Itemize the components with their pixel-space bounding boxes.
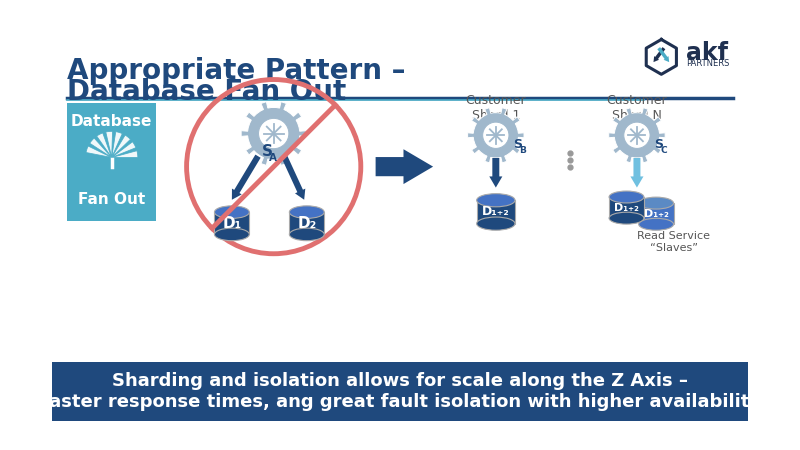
Ellipse shape (214, 206, 250, 218)
Text: Database: Database (71, 113, 152, 129)
Text: Appropriate Pattern –: Appropriate Pattern – (67, 57, 406, 85)
Circle shape (258, 118, 289, 148)
Polygon shape (638, 203, 674, 224)
Text: Read Service
“Slaves”: Read Service “Slaves” (637, 231, 710, 253)
Polygon shape (241, 102, 306, 165)
Polygon shape (468, 108, 524, 163)
Polygon shape (658, 47, 669, 62)
Polygon shape (477, 200, 515, 224)
Wedge shape (112, 135, 130, 158)
Text: D₂: D₂ (297, 216, 317, 231)
FancyBboxPatch shape (51, 362, 749, 421)
Polygon shape (654, 47, 666, 62)
Ellipse shape (290, 228, 324, 241)
Wedge shape (86, 146, 112, 158)
Ellipse shape (477, 194, 515, 207)
Text: Customer
Shard 1: Customer Shard 1 (466, 94, 526, 122)
Text: S: S (262, 144, 273, 159)
Polygon shape (376, 149, 433, 184)
Ellipse shape (638, 197, 674, 209)
Polygon shape (609, 197, 644, 218)
Text: S: S (514, 138, 522, 151)
Ellipse shape (214, 228, 250, 241)
Ellipse shape (290, 206, 324, 218)
Text: akf: akf (686, 41, 728, 65)
Circle shape (624, 122, 650, 148)
Polygon shape (232, 155, 261, 200)
Ellipse shape (638, 218, 674, 230)
FancyBboxPatch shape (67, 103, 156, 220)
Text: Customer
Shard N: Customer Shard N (606, 94, 667, 122)
Text: B: B (519, 146, 526, 155)
Text: D₁: D₁ (222, 216, 242, 231)
Text: A: A (270, 153, 278, 162)
Text: S: S (654, 138, 663, 151)
Wedge shape (90, 138, 112, 158)
Circle shape (482, 122, 509, 148)
Polygon shape (282, 155, 306, 200)
Text: Sharding and isolation allows for scale along the Z Axis –
Faster response times: Sharding and isolation allows for scale … (38, 372, 762, 411)
Text: Fan Out: Fan Out (78, 192, 146, 207)
Wedge shape (112, 151, 138, 157)
Text: PARTNERS: PARTNERS (686, 59, 730, 68)
Text: D₁₊₂: D₁₊₂ (482, 206, 510, 218)
Text: D₁₊₂: D₁₊₂ (614, 202, 639, 212)
Polygon shape (630, 158, 643, 188)
Ellipse shape (477, 217, 515, 230)
Ellipse shape (609, 212, 644, 224)
Polygon shape (609, 108, 665, 163)
Wedge shape (112, 132, 122, 158)
Text: C: C (661, 146, 667, 155)
Polygon shape (290, 212, 324, 234)
Wedge shape (112, 142, 136, 158)
Text: Database Fan Out: Database Fan Out (67, 78, 346, 106)
Text: D₁₊₂: D₁₊₂ (644, 209, 669, 219)
Polygon shape (214, 212, 250, 234)
Wedge shape (97, 133, 112, 158)
Polygon shape (490, 158, 502, 188)
Wedge shape (106, 131, 113, 158)
Ellipse shape (609, 191, 644, 203)
